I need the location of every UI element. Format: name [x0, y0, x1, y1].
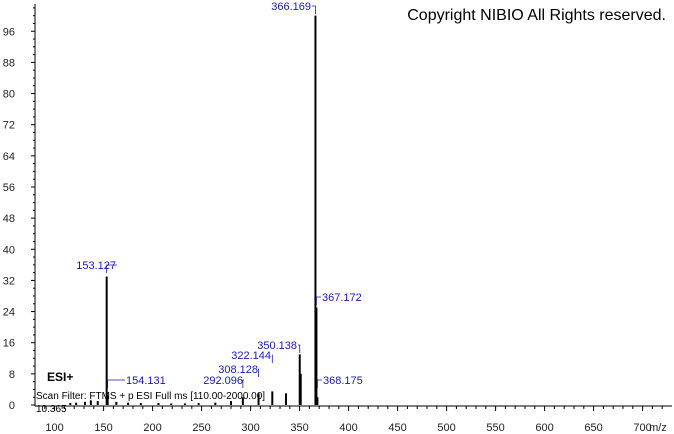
- y-tick-label: 64: [3, 151, 15, 163]
- ion-mode-label: ESI+: [47, 370, 73, 384]
- axes: 0 8 16 24 32 40 48 56 64 72 80 88 96 100 150 200 250 300 3…: [3, 4, 672, 434]
- copyright-notice: Copyright NIBIO All Rights reserved.: [407, 7, 666, 24]
- y-tick-label: 16: [3, 338, 15, 350]
- peak-label: 154.131: [126, 375, 166, 387]
- x-tick-label: 400: [339, 422, 357, 434]
- x-tick-label: 200: [143, 422, 161, 434]
- x-tick-label: 650: [584, 422, 602, 434]
- y-tick-label: 48: [3, 213, 15, 225]
- peak-label: 350.138: [257, 340, 297, 352]
- x-tick-label: 700: [633, 422, 651, 434]
- y-tick-label: 72: [3, 120, 15, 132]
- scan-filter-text: Scan Filter: FTMS + p ESI Full ms [110.0…: [36, 391, 265, 402]
- x-tick-label: 250: [192, 422, 210, 434]
- retention-time-label: 10.365: [36, 404, 67, 415]
- x-tick-label: 450: [388, 422, 406, 434]
- x-axis-label: m/z: [649, 422, 667, 434]
- x-tick-label: 550: [486, 422, 504, 434]
- y-tick-label: 8: [9, 369, 15, 381]
- x-tick-label: 350: [290, 422, 308, 434]
- peak-label: 292.096: [203, 375, 243, 387]
- peak-label: 367.172: [322, 292, 362, 304]
- peak-label: 153.127: [76, 260, 116, 272]
- y-tick-label: 32: [3, 275, 15, 287]
- peak-label-leader: [107, 379, 125, 388]
- y-tick-label: 0: [9, 400, 15, 412]
- y-tick-label: 40: [3, 244, 15, 256]
- y-tick-label: 24: [3, 307, 15, 319]
- peak-label: 368.175: [323, 375, 363, 387]
- y-tick-label: 56: [3, 182, 15, 194]
- peak-label-leader: [312, 5, 316, 14]
- peak-label-leader: [298, 344, 301, 353]
- y-tick-label: 88: [3, 57, 15, 69]
- x-tick-label: 150: [94, 422, 112, 434]
- peak-label: 322.144: [231, 350, 271, 362]
- y-tick-label: 80: [3, 89, 15, 101]
- peak-label-leader: [316, 296, 321, 305]
- x-tick-label: 500: [437, 422, 455, 434]
- peaks: [69, 15, 319, 405]
- peak-label-leader: [106, 264, 117, 273]
- x-tick-label: 100: [45, 422, 63, 434]
- x-tick-label: 600: [535, 422, 553, 434]
- peak-label-leader: [317, 379, 322, 388]
- peak-label: 366.169: [271, 1, 311, 13]
- x-tick-label: 300: [241, 422, 259, 434]
- y-tick-label: 96: [3, 26, 15, 38]
- peak-label-leader: [242, 379, 244, 388]
- peak-label: 308.128: [218, 364, 258, 376]
